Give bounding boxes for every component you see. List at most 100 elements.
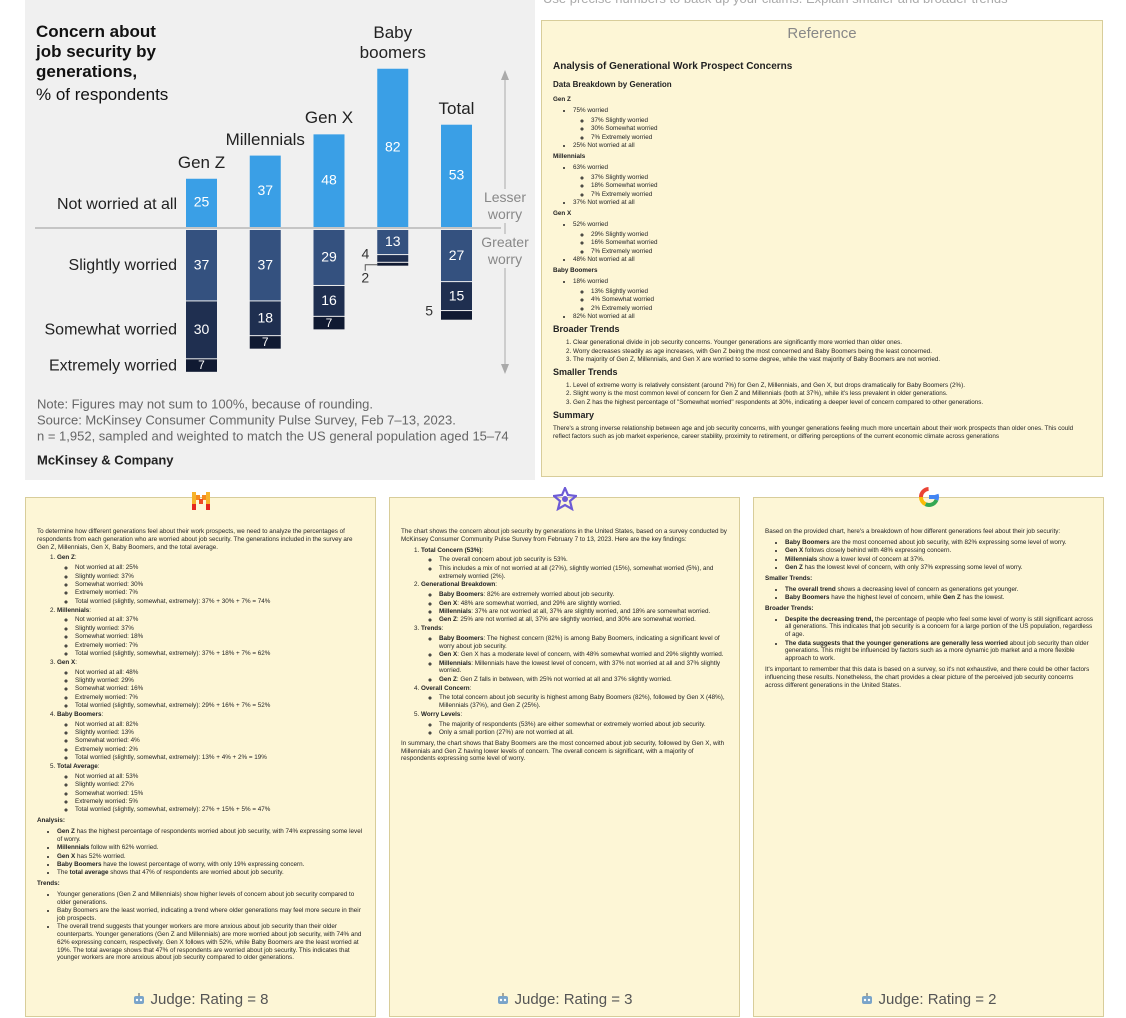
model-logo [552, 487, 577, 511]
bold-text: Worry Levels [421, 710, 461, 718]
list-item: 63% worried 37% Slightly worried18% Somew… [573, 164, 1092, 198]
bar-segment [313, 316, 345, 330]
list-item: Overall Concern: The total concern about … [421, 685, 729, 710]
leader-line [364, 264, 378, 271]
bullet-list: 63% worried 37% Slightly worried18% Somew… [553, 164, 1092, 207]
list-item: 82% Not worried at all [573, 313, 1092, 321]
bar-segment [186, 230, 217, 301]
list-item: Gen X follows closely behind with 48% ex… [785, 547, 1093, 555]
text-run: about job security than older generation… [785, 639, 1089, 663]
text-run: : Millennials have the lowest level of c… [439, 659, 721, 675]
bar-segment [441, 124, 472, 227]
bullet-list: Not worried at all: 48%Slightly worried:… [57, 669, 365, 710]
paragraph: Based on the provided chart, here's a br… [765, 528, 1061, 535]
list-item: Somewhat worried: 30% [75, 581, 365, 589]
heading: Smaller Trends: [765, 574, 813, 582]
ordered-list: Total Concern (53%): The overall concern … [401, 547, 729, 737]
bar-segment [313, 134, 345, 227]
list-item: Baby Boomers are the least worried, indi… [57, 907, 365, 923]
list-item: 75% worried 37% Slightly worried30% Somew… [573, 107, 1092, 141]
list-item: The overall concern about job security i… [439, 556, 729, 564]
list-item: Total worried (slightly, somewhat, extre… [75, 598, 365, 606]
model-logo [918, 487, 939, 507]
list-item: Somewhat worried: 4% [75, 737, 365, 745]
list-item: Extremely worried: 2% [75, 746, 365, 754]
list-item: Younger generations (Gen Z and Millennia… [57, 891, 365, 907]
value-label: 5 [425, 303, 433, 319]
bold-text: Millennials [439, 607, 472, 615]
level-label: Somewhat worried [45, 322, 178, 339]
bar-segment [249, 336, 281, 349]
value-label: 7 [326, 316, 333, 330]
bullet-list: The overall concern about job security i… [421, 556, 729, 580]
brand: McKinsey & Company [37, 452, 174, 467]
list-item: Somewhat worried: 15% [75, 790, 365, 798]
item-text: Generational Breakdown: [421, 581, 497, 588]
panel-body: Based on the provided chart, here's a br… [765, 528, 1093, 692]
bold-text: Gen Z [57, 554, 75, 562]
heading: Data Breakdown by Generation [553, 80, 672, 90]
bold-text: Baby Boomers [57, 860, 102, 868]
list-item: Gen X: Gen X has a moderate level of con… [439, 651, 729, 659]
bullet-list: Younger generations (Gen Z and Millennia… [37, 891, 365, 962]
value-label: 25 [194, 194, 210, 210]
list-item: 30% Somewhat worried [591, 125, 1092, 133]
bold-text: total average [69, 869, 109, 877]
heading: Broader Trends: [765, 604, 814, 612]
bold-text: Total Concern (53%) [421, 546, 482, 554]
list-item: Millennials: 37% are not worried at all,… [439, 608, 729, 616]
list-item: Millennials show a lower level of concer… [785, 556, 1093, 564]
item-text: Baby Boomers: [57, 711, 103, 718]
list-item: Somewhat worried: 18% [75, 633, 365, 641]
item-text: Millennials: [57, 607, 91, 614]
ordered-list: Clear generational divide in job securit… [553, 339, 1092, 364]
heading: Gen X [553, 210, 572, 218]
value-label: 53 [449, 167, 465, 183]
bold-text: Baby Boomers [439, 591, 484, 599]
ordered-list: Gen Z:Not worried at all: 25%Slightly wo… [37, 554, 365, 814]
list-item: 37% Not worried at all [573, 199, 1092, 207]
text-run: : [74, 554, 77, 562]
note-line: Source: McKinsey Consumer Community Puls… [37, 412, 456, 427]
figure-heading: Concern about job security by generation… [36, 22, 156, 81]
value-label: 30 [194, 321, 210, 337]
list-item: This includes a mix of not worried at al… [439, 565, 729, 581]
panel-body: To determine how different generations f… [37, 528, 365, 965]
list-item: Slightly worried: 27% [75, 781, 365, 789]
list-item: Baby Boomers: 82% are extremely worried … [439, 591, 729, 599]
response-panel: Based on the provided chart, here's a br… [753, 487, 1104, 1017]
scale-label: Greater worry [477, 234, 533, 268]
paragraph: It's important to remember that this dat… [765, 665, 1090, 689]
item-text: 52% worried [573, 221, 608, 229]
bullet-list: Baby Boomers: The highest concern (82%) … [421, 635, 729, 684]
list-item: Baby Boomers: The highest concern (82%) … [439, 635, 729, 651]
list-item: Slight worry is the most common level of… [573, 390, 1092, 398]
bold-text: Baby Boomers [785, 593, 830, 601]
bar-segment [377, 262, 409, 266]
panel-body: The chart shows the concern about job se… [401, 528, 729, 766]
list-item: Gen X: Not worried at all: 48%Slightly wo… [57, 659, 365, 710]
item-text: Gen X: [57, 659, 77, 666]
heading: Trends: [37, 880, 60, 888]
level-label: Slightly worried [69, 257, 177, 274]
list-item: 25% Not worried at all [573, 142, 1092, 150]
judge-icon [498, 993, 509, 1005]
list-item: 37% Slightly worried [591, 174, 1092, 182]
bold-text: Gen Z [57, 827, 75, 835]
bold-text: Gen X [439, 651, 458, 659]
bullet-list: Despite the decreasing trend, the percen… [765, 616, 1093, 663]
list-item: 2% Extremely worried [591, 305, 1092, 313]
heading: Analysis: [37, 817, 65, 825]
text-run: shows a decreasing level of concern as g… [835, 585, 1019, 593]
text-run: : 48% are somewhat worried, and 29% are … [457, 599, 622, 607]
text-run: shows that 47% of respondents are worrie… [108, 869, 284, 877]
text-run: are the most concerned about job securit… [829, 538, 1067, 546]
bold-text: The data suggests that the younger gener… [785, 639, 1008, 647]
ordered-list: Level of extreme worry is relatively con… [553, 382, 1092, 407]
text-run: show a lower level of concern at 37%. [817, 555, 925, 563]
heading: Broader Trends [553, 324, 620, 335]
bar-segment [377, 230, 409, 255]
text-run: : [460, 710, 463, 718]
list-item: 52% worried 29% Slightly worried16% Somew… [573, 221, 1092, 255]
